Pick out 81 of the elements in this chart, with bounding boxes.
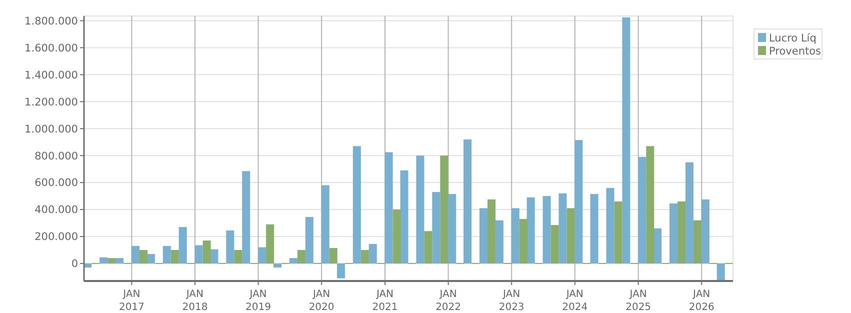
bar — [178, 227, 187, 264]
bar — [558, 193, 567, 264]
bar — [352, 146, 361, 264]
bar — [638, 156, 646, 264]
bar — [432, 192, 440, 264]
bar — [606, 188, 614, 264]
bar — [614, 201, 622, 264]
bar — [424, 231, 432, 264]
y-tick-label: 1.600.000 — [24, 42, 78, 54]
bar — [464, 139, 472, 264]
x-tick-label: JAN 2021 — [372, 289, 398, 313]
bar — [194, 245, 203, 264]
bar — [550, 225, 559, 264]
bar — [519, 218, 528, 264]
y-tick-label: 800.000 — [34, 150, 78, 162]
bar — [566, 208, 575, 264]
bar — [392, 210, 401, 264]
bar — [670, 203, 678, 264]
bar — [360, 250, 369, 264]
bar — [574, 140, 583, 264]
x-tick-label: JAN 2019 — [246, 289, 271, 313]
bar — [590, 194, 598, 264]
bar — [100, 257, 108, 264]
bar — [495, 220, 504, 264]
x-tick-label: JAN 2024 — [562, 289, 588, 313]
bar — [368, 244, 377, 264]
bar — [400, 170, 408, 264]
legend-label: Lucro Líq — [769, 32, 816, 45]
y-tick-label: 1.400.000 — [24, 69, 78, 82]
y-tick-label: 0 — [71, 258, 78, 270]
bar — [448, 194, 456, 264]
bar — [329, 248, 338, 264]
y-tick-label: 1.000.000 — [24, 123, 78, 136]
bar — [162, 246, 171, 264]
bar — [258, 247, 266, 264]
bar — [693, 220, 702, 264]
bar — [289, 258, 298, 264]
legend-label: Proventos — [769, 46, 821, 58]
bar — [416, 156, 424, 264]
bar — [511, 208, 520, 264]
bar — [131, 246, 140, 264]
bar — [297, 250, 306, 264]
bar — [170, 250, 179, 264]
y-tick-label: 1.200.000 — [24, 96, 78, 108]
bar — [202, 240, 211, 264]
bar — [273, 263, 282, 268]
bar — [108, 258, 116, 264]
bar — [226, 230, 234, 264]
y-tick-label: 600.000 — [34, 177, 78, 190]
bar — [685, 162, 694, 264]
x-tick-label: JAN 2017 — [118, 289, 144, 313]
y-tick-label: 200.000 — [34, 231, 78, 244]
bar — [116, 258, 124, 264]
bar — [622, 17, 630, 264]
bar — [336, 263, 345, 278]
x-tick-label: JAN 2022 — [436, 289, 462, 313]
bar — [242, 171, 250, 264]
bar — [146, 254, 155, 264]
bar — [305, 216, 314, 264]
x-tick-label: JAN 2026 — [688, 289, 714, 313]
bar — [646, 146, 654, 264]
x-tick-label: JAN 2023 — [498, 289, 524, 313]
bar — [321, 185, 330, 264]
x-tick-label: JAN 2018 — [182, 289, 208, 313]
bar — [542, 196, 551, 264]
bar — [654, 228, 662, 264]
bar — [440, 156, 448, 264]
x-tick-label: JAN 2025 — [626, 289, 652, 313]
y-tick-label: 400.000 — [34, 204, 78, 216]
bar — [384, 152, 393, 264]
bar — [266, 224, 274, 264]
bar — [139, 250, 148, 264]
y-tick-label: 1.800.000 — [24, 15, 78, 28]
bar — [701, 199, 710, 264]
bar — [479, 208, 488, 264]
x-tick-label: JAN 2020 — [308, 289, 334, 313]
bar — [678, 201, 686, 264]
bar — [716, 263, 725, 280]
bar — [487, 199, 496, 264]
bar — [526, 197, 535, 264]
bar — [234, 250, 242, 264]
